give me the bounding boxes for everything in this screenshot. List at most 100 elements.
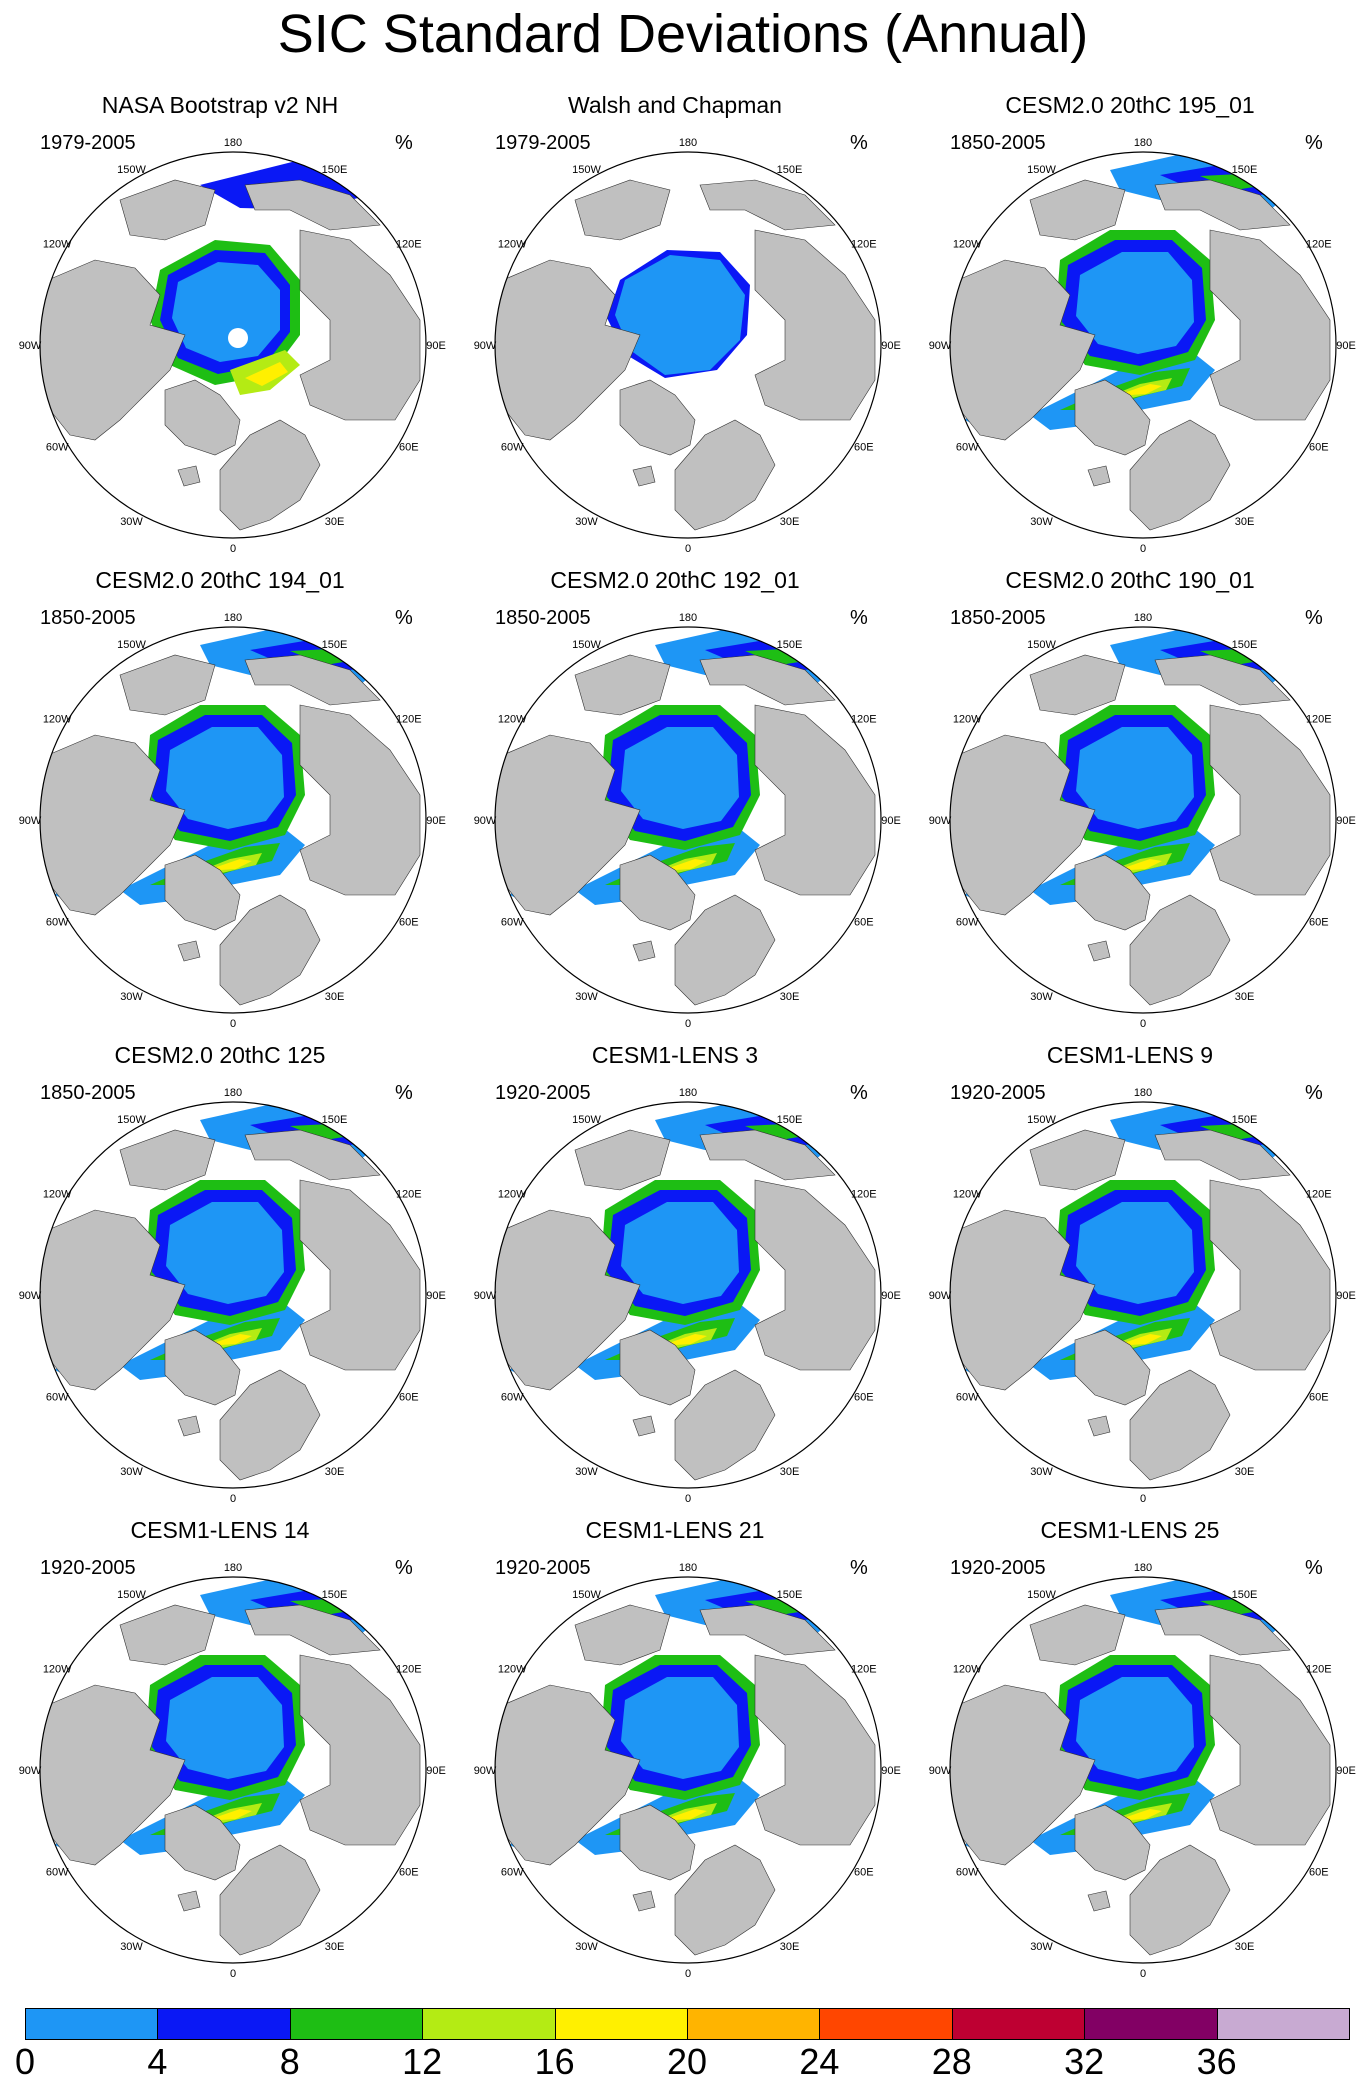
- longitude-label: 120E: [396, 714, 422, 726]
- land-mass: [699, 1129, 836, 1181]
- map-boundary: [39, 1576, 427, 1964]
- longitude-label: 30E: [325, 1941, 345, 1953]
- longitude-label: 180: [224, 1087, 242, 1099]
- arctic-core: [1076, 252, 1194, 354]
- nasa-edge: [245, 362, 288, 386]
- land-mass: [1129, 1844, 1231, 1956]
- walsh-core: [615, 255, 745, 375]
- land-mass: [219, 419, 321, 531]
- longitude-label: 60W: [956, 1392, 979, 1404]
- panel-period: 1979-2005: [495, 132, 591, 154]
- colorbar-segment: [422, 2008, 556, 2040]
- longitude-label: 150W: [117, 1114, 146, 1126]
- land-mass: [632, 940, 656, 962]
- longitude-label: 30E: [780, 516, 800, 528]
- map-boundary: [949, 1576, 1337, 1964]
- longitude-label: 30E: [1235, 516, 1255, 528]
- panel-units: %: [1305, 1082, 1323, 1104]
- land-mass: [674, 1844, 776, 1956]
- map-panel: 180 150E 120E 90E 60E 30E 0 30W 60W 90W 120W 150W CE…: [910, 1515, 1356, 1985]
- longitude-label: 120E: [851, 239, 877, 251]
- longitude-label: 150W: [1027, 1114, 1056, 1126]
- land-mass: [1029, 1129, 1126, 1191]
- longitude-label: 150W: [572, 639, 601, 651]
- longitude-label: 30E: [325, 516, 345, 528]
- longitude-label: 60E: [854, 442, 874, 454]
- longitude-label: 90E: [881, 1290, 901, 1302]
- longitude-label: 60W: [501, 917, 524, 929]
- longitude-label: 60E: [854, 917, 874, 929]
- longitude-label: 120E: [851, 1664, 877, 1676]
- land-mass: [1154, 654, 1291, 706]
- land-mass: [177, 465, 201, 487]
- land-mass: [699, 654, 836, 706]
- longitude-label: 30E: [780, 1941, 800, 1953]
- longitude-label: 150W: [117, 164, 146, 176]
- longitude-label: 30W: [575, 1466, 598, 1478]
- longitude-label: 90E: [881, 340, 901, 352]
- map-boundary: [494, 626, 882, 1014]
- land-mass: [619, 854, 696, 931]
- longitude-label: 120W: [498, 239, 527, 251]
- longitude-label: 30W: [1030, 516, 1053, 528]
- land-mass: [219, 894, 321, 1006]
- longitude-label: 30W: [120, 1466, 143, 1478]
- colorbar-label: 24: [799, 2041, 840, 2082]
- longitude-label: 30E: [780, 991, 800, 1003]
- land-mass: [699, 1604, 836, 1656]
- longitude-label: 30W: [575, 516, 598, 528]
- map-panel: 180 150E 120E 90E 60E 30E 0 30W 60W 90W 120W 150W CE…: [0, 565, 446, 1035]
- panel-period: 1850-2005: [495, 607, 591, 629]
- longitude-label: 60W: [46, 1867, 69, 1879]
- longitude-label: 90E: [426, 340, 446, 352]
- land-mass: [164, 379, 241, 456]
- longitude-label: 60E: [399, 917, 419, 929]
- longitude-label: 90W: [474, 1290, 497, 1302]
- longitude-label: 150W: [572, 1589, 601, 1601]
- land-mass: [244, 654, 381, 706]
- land-mass: [574, 654, 671, 716]
- longitude-label: 90E: [1336, 340, 1356, 352]
- panel-title: CESM2.0 20thC 192_01: [550, 567, 800, 593]
- panel-period: 1850-2005: [950, 607, 1046, 629]
- map-boundary: [949, 1101, 1337, 1489]
- colorbar-label: 20: [666, 2041, 708, 2082]
- land-mass: [674, 1369, 776, 1481]
- longitude-label: 60E: [1309, 917, 1329, 929]
- land-mass: [177, 1890, 201, 1912]
- longitude-label: 120E: [1306, 1189, 1332, 1201]
- longitude-label: 30W: [120, 1941, 143, 1953]
- land-mass: [119, 1604, 216, 1666]
- land-mass: [219, 1369, 321, 1481]
- longitude-label: 120W: [43, 1189, 72, 1201]
- land-mass: [1154, 179, 1291, 231]
- polar-map: 180 150E 120E 90E 60E 30E 0 30W 60W 90W 120W 150W: [929, 137, 1356, 555]
- colorbar-segment: [25, 2008, 159, 2040]
- land-mass: [299, 229, 421, 421]
- longitude-label: 0: [685, 1493, 691, 1505]
- land-mass: [619, 1804, 696, 1881]
- longitude-label: 0: [230, 1493, 236, 1505]
- longitude-label: 120W: [498, 714, 527, 726]
- land-mass: [1074, 854, 1151, 931]
- panel-units: %: [850, 1557, 868, 1579]
- longitude-label: 150E: [777, 164, 803, 176]
- land-mass: [754, 704, 876, 896]
- land-mass: [177, 940, 201, 962]
- longitude-label: 60W: [956, 1867, 979, 1879]
- longitude-label: 150W: [572, 1114, 601, 1126]
- map-boundary: [494, 1576, 882, 1964]
- panel-title: CESM1-LENS 3: [591, 1042, 759, 1068]
- longitude-label: 60E: [399, 1392, 419, 1404]
- longitude-label: 30E: [1235, 1466, 1255, 1478]
- longitude-label: 180: [224, 137, 242, 149]
- land-mass: [1209, 1654, 1331, 1846]
- longitude-label: 0: [685, 1968, 691, 1980]
- longitude-label: 30W: [575, 991, 598, 1003]
- longitude-label: 0: [685, 1018, 691, 1030]
- longitude-label: 150W: [117, 1589, 146, 1601]
- longitude-label: 90W: [929, 340, 952, 352]
- longitude-label: 150W: [117, 639, 146, 651]
- longitude-label: 90W: [19, 1290, 42, 1302]
- land-mass: [754, 229, 876, 421]
